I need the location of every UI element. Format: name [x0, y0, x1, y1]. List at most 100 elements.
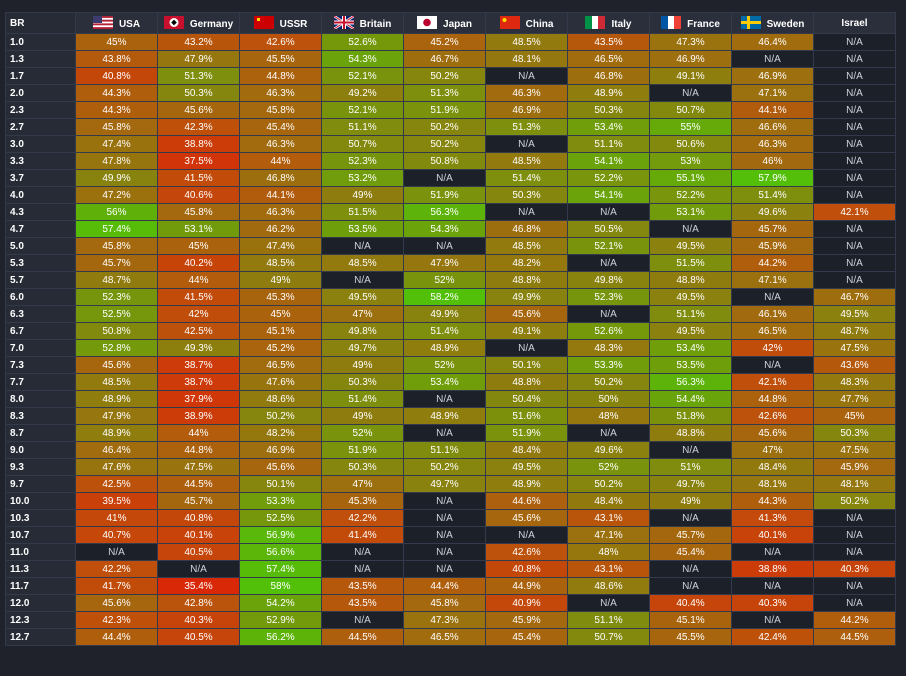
winrate-cell: 47.2% [75, 186, 158, 204]
winrate-cell: 55% [649, 118, 732, 136]
winrate-cell: 46.2% [239, 220, 322, 238]
winrate-cell: N/A [813, 220, 896, 238]
winrate-cell: 45.6% [157, 101, 240, 119]
winrate-cell: N/A [731, 288, 814, 306]
winrate-cell: 48.9% [485, 475, 568, 493]
flag [92, 16, 113, 29]
row: 5.3 45.7% 40.2% 48.5% 48.5% 47.9% 48.2% N/A 51.5… [5, 254, 896, 272]
header-cell: Italy [567, 12, 650, 34]
winrate-cell: 43.8% [75, 50, 158, 68]
winrate-cell: 40.7% [75, 526, 158, 544]
winrate-cell: 51.1% [567, 611, 650, 629]
row: 5.0 45.8% 45% 47.4% N/A N/A 48.5% 52.1% 49.5% 45.… [5, 237, 896, 255]
winrate-cell: N/A [567, 305, 650, 323]
winrate-cell: 52.3% [567, 288, 650, 306]
winrate-cell: 53.4% [403, 373, 486, 391]
winrate-cell: 47.9% [157, 50, 240, 68]
winrate-cell: 49.8% [321, 322, 404, 340]
winrate-cell: 39.5% [75, 492, 158, 510]
winrate-cell: 44.3% [75, 84, 158, 102]
winrate-cell: 52.6% [321, 33, 404, 51]
winrate-cell: 48.8% [485, 373, 568, 391]
winrate-cell: 44% [239, 152, 322, 170]
winrate-cell: 47.4% [75, 135, 158, 153]
header-cell: France [649, 12, 732, 34]
winrate-cell: 51.1% [321, 118, 404, 136]
winrate-cell: N/A [403, 390, 486, 408]
winrate-cell: 46.8% [567, 67, 650, 85]
winrate-cell: 50.2% [403, 67, 486, 85]
winrate-cell: N/A [813, 237, 896, 255]
row: 3.0 47.4% 38.8% 46.3% 50.7% 50.2% N/A 51.1% 50.6… [5, 135, 896, 153]
winrate-cell: 49.7% [649, 475, 732, 493]
br-cell: 9.3 [5, 458, 76, 476]
winrate-cell: 42.6% [731, 407, 814, 425]
winrate-cell: 50.6% [649, 135, 732, 153]
br-cell: 8.0 [5, 390, 76, 408]
br-cell: 6.3 [5, 305, 76, 323]
row: 9.3 47.6% 47.5% 45.6% 50.3% 50.2% 49.5% 52% 51% 4… [5, 458, 896, 476]
br-cell: 5.7 [5, 271, 76, 289]
row: 6.0 52.3% 41.5% 45.3% 49.5% 58.2% 49.9% 52.3% 49… [5, 288, 896, 306]
winrate-cell: 44.2% [813, 611, 896, 629]
winrate-cell: 44.1% [731, 101, 814, 119]
winrate-cell: N/A [321, 237, 404, 255]
winrate-cell: N/A [403, 543, 486, 561]
br-cell: 6.7 [5, 322, 76, 340]
winrate-cell: 53.4% [567, 118, 650, 136]
winrate-cell: 42% [157, 305, 240, 323]
winrate-cell: 57.4% [75, 220, 158, 238]
winrate-cell: 47.6% [239, 373, 322, 391]
winrate-cell: 49.2% [321, 84, 404, 102]
winrate-cell: 47.8% [75, 152, 158, 170]
winrate-cell: 51.6% [485, 407, 568, 425]
flag [417, 16, 438, 29]
winrate-cell: 43.1% [567, 509, 650, 527]
winrate-cell: 45.8% [239, 101, 322, 119]
winrate-cell: 50.3% [157, 84, 240, 102]
winrate-cell: 49.6% [731, 203, 814, 221]
winrate-cell: 56.2% [239, 628, 322, 646]
winrate-cell: 48.5% [485, 237, 568, 255]
winrate-cell: 52.9% [239, 611, 322, 629]
winrate-cell: N/A [403, 509, 486, 527]
winrate-cell: 38.7% [157, 356, 240, 374]
winrate-cell: 40.3% [813, 560, 896, 578]
winrate-cell: 46.9% [649, 50, 732, 68]
winrate-cell: 45.6% [239, 458, 322, 476]
flag [740, 16, 761, 29]
winrate-cell: 46.7% [403, 50, 486, 68]
winrate-cell: 53.3% [567, 356, 650, 374]
winrate-cell: N/A [813, 594, 896, 612]
header-cell: Japan [403, 12, 486, 34]
winrate-cell: 49.1% [649, 67, 732, 85]
winrate-cell: 48.8% [649, 271, 732, 289]
winrate-cell: N/A [403, 560, 486, 578]
row: 1.7 40.8% 51.3% 44.8% 52.1% 50.2% N/A 46.8% 49.1… [5, 67, 896, 85]
winrate-cell: 52.5% [239, 509, 322, 527]
row: 11.7 41.7% 35.4% 58% 43.5% 44.4% 44.9% 48.6% N/A… [5, 577, 896, 595]
winrate-cell: N/A [567, 254, 650, 272]
winrate-cell: N/A [321, 271, 404, 289]
winrate-cell: 45.4% [649, 543, 732, 561]
br-cell: 1.3 [5, 50, 76, 68]
winrate-cell: 48.8% [649, 424, 732, 442]
header-cell: Sweden [731, 12, 814, 34]
winrate-cell: N/A [813, 526, 896, 544]
winrate-cell: 42.3% [75, 611, 158, 629]
winrate-cell: 50.3% [485, 186, 568, 204]
winrate-cell: 51.3% [157, 67, 240, 85]
winrate-cell: 49% [321, 186, 404, 204]
winrate-cell: 42.2% [321, 509, 404, 527]
br-cell: 11.0 [5, 543, 76, 561]
winrate-cell: N/A [649, 220, 732, 238]
winrate-cell: N/A [649, 84, 732, 102]
row: 12.3 42.3% 40.3% 52.9% N/A 47.3% 45.9% 51.1% 45.… [5, 611, 896, 629]
winrate-cell: N/A [813, 271, 896, 289]
winrate-cell: 45.8% [75, 237, 158, 255]
winrate-cell: 48.1% [813, 475, 896, 493]
winrate-cell: 48.5% [485, 152, 568, 170]
winrate-table: BR USA Germany USSR Britain Japan China … [5, 12, 896, 646]
winrate-cell: 55.1% [649, 169, 732, 187]
winrate-cell: 53.4% [649, 339, 732, 357]
